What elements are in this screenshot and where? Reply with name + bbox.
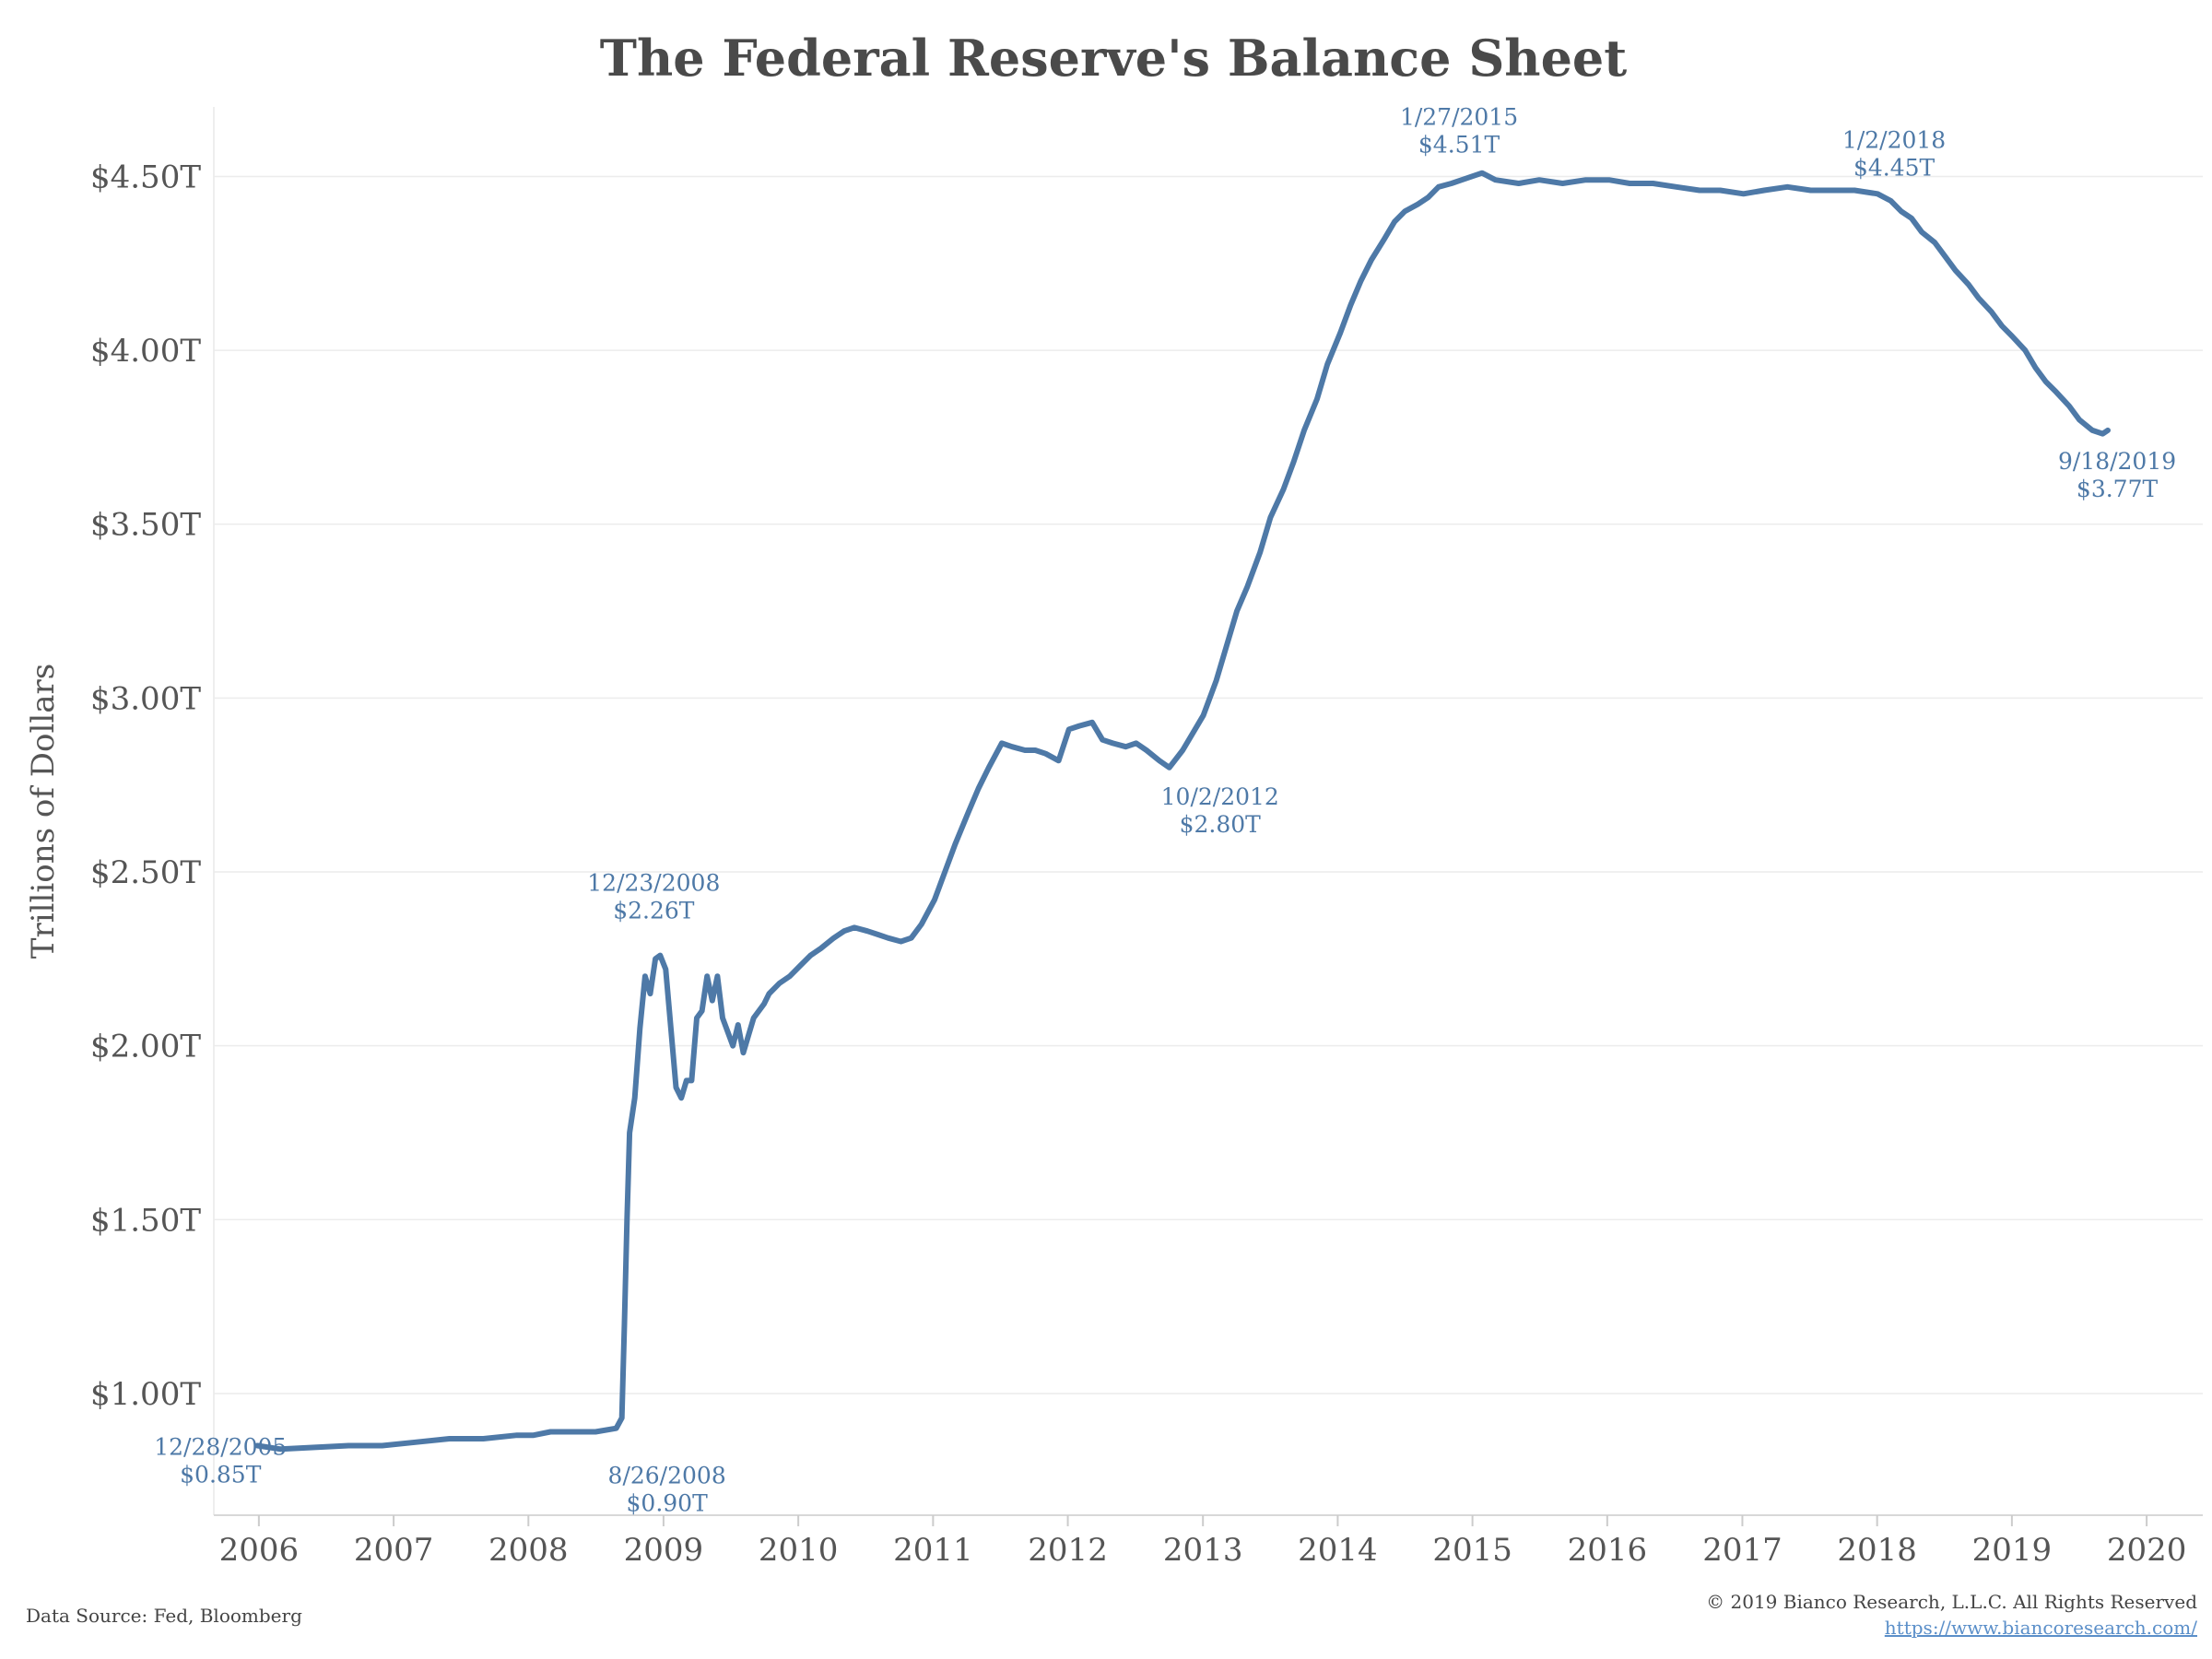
x-tick-label: 2017: [1702, 1532, 1783, 1569]
annotations: 12/28/2005$0.85T 8/26/2008$0.90T 12/23/200…: [154, 104, 2176, 1517]
annotation-value: $2.26T: [613, 898, 695, 924]
annotation-date: 12/23/2008: [587, 870, 720, 897]
x-tick-label: 2016: [1568, 1532, 1648, 1569]
x-tick-label: 2014: [1298, 1532, 1378, 1569]
x-tick-label: 2012: [1028, 1532, 1108, 1569]
annotation-value: $4.51T: [1418, 132, 1500, 159]
x-tick-label: 2010: [759, 1532, 839, 1569]
y-axis-label: Trillions of Dollars: [25, 664, 62, 959]
annotation-value: $2.80T: [1180, 811, 1262, 838]
y-tick-label: $2.50T: [90, 854, 201, 891]
annotation-date: 10/2/2012: [1161, 783, 1279, 810]
gridlines: [214, 175, 2203, 1394]
x-tick-label: 2018: [1837, 1532, 1917, 1569]
annotation-value: $0.90T: [627, 1490, 709, 1517]
y-axis-ticks: $1.00T $1.50T $2.00T $2.50T $3.00T $3.50T $4.0…: [90, 159, 201, 1412]
plot-area: $1.00T $1.50T $2.00T $2.50T $3.00T $3.50T $4.0…: [90, 104, 2203, 1569]
y-tick-label: $1.00T: [90, 1376, 201, 1413]
website-link[interactable]: https://www.biancoresearch.com/: [1884, 1617, 2197, 1639]
series-line: [254, 170, 2111, 1453]
x-tick-label: 2009: [624, 1532, 704, 1569]
x-tick-label: 2006: [219, 1532, 300, 1569]
x-tick-label: 2008: [488, 1532, 569, 1569]
x-axis-ticks: 2006 2007 2008 2009 2010 2011 2012 2013 2014 2015…: [219, 1515, 2187, 1569]
annotation-value: $3.77T: [2077, 476, 2159, 502]
data-source-note: Data Source: Fed, Bloomberg: [26, 1605, 302, 1627]
y-tick-label: $4.00T: [90, 333, 201, 370]
annotation-date: 12/28/2005: [154, 1434, 287, 1461]
copyright-notice: © 2019 Bianco Research, L.L.C. All Right…: [1706, 1591, 2197, 1613]
plot-background: [214, 107, 2203, 1515]
y-tick-label: $3.50T: [90, 507, 201, 544]
annotation-value: $4.45T: [1853, 154, 1936, 181]
annotation-date: 9/18/2019: [2058, 448, 2176, 475]
annotation-value: $0.85T: [180, 1462, 262, 1488]
chart-title: The Federal Reserve's Balance Sheet: [600, 29, 1628, 88]
x-tick-label: 2011: [893, 1532, 973, 1569]
x-tick-label: 2015: [1432, 1532, 1512, 1569]
y-tick-label: $3.00T: [90, 680, 201, 717]
x-tick-label: 2019: [1972, 1532, 2053, 1569]
annotation-date: 8/26/2008: [608, 1463, 726, 1489]
x-tick-label: 2007: [354, 1532, 434, 1569]
y-tick-label: $1.50T: [90, 1202, 201, 1239]
x-tick-label: 2020: [2107, 1532, 2187, 1569]
y-tick-label: $2.00T: [90, 1029, 201, 1065]
annotation-date: 1/27/2015: [1400, 104, 1518, 131]
y-tick-label: $4.50T: [90, 159, 201, 195]
series-group: [254, 170, 2111, 1453]
x-tick-label: 2013: [1163, 1532, 1243, 1569]
annotation-date: 1/2/2018: [1842, 126, 1946, 153]
